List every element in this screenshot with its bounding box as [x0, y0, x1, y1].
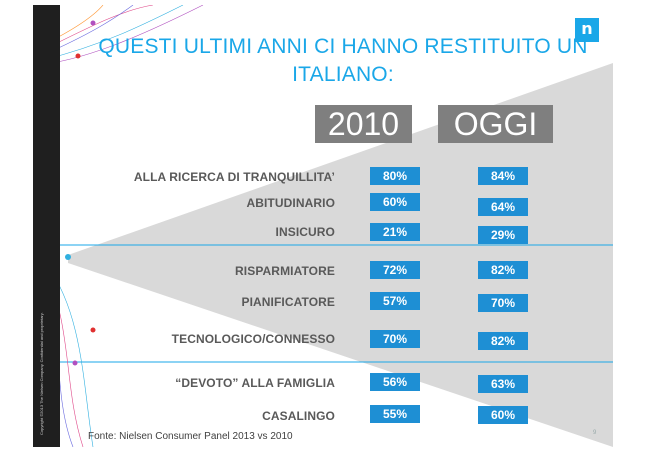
value-2010: 56% [370, 373, 420, 391]
gray-wedge [68, 63, 613, 447]
value-2010: 60% [370, 193, 420, 211]
row-label: “DEVOTO” ALLA FAMIGLIA [175, 376, 335, 390]
value-oggi: 64% [478, 198, 528, 216]
slide-title: QUESTI ULTIMI ANNI CI HANNO RESTITUITO U… [98, 35, 588, 86]
row-label: INSICURO [275, 225, 335, 239]
row-label: ALLA RICERCA DI TRANQUILLITA’ [133, 170, 335, 184]
value-oggi: 60% [478, 406, 528, 424]
copyright-note: Copyright ©2013 The Nielsen Company. Con… [39, 312, 44, 435]
column-header-2010: 2010 [315, 105, 412, 143]
page-number: 9 [593, 430, 597, 436]
value-oggi: 70% [478, 294, 528, 312]
value-2010: 72% [370, 261, 420, 279]
row-label: TECNOLOGICO/CONNESSO [171, 332, 335, 346]
value-2010: 55% [370, 405, 420, 423]
value-2010: 21% [370, 223, 420, 241]
slide: n QUESTI ULTIMI ANNI CI HANNO RESTITUITO… [33, 5, 613, 447]
row-label: ABITUDINARIO [246, 196, 335, 210]
value-2010: 80% [370, 167, 420, 185]
dot-purple-low [72, 360, 78, 366]
dot-blue-mid [65, 254, 71, 260]
row-label: RISPARMIATORE [235, 264, 335, 278]
value-oggi: 84% [478, 167, 528, 185]
value-2010: 57% [370, 292, 420, 310]
row-label: CASALINGO [262, 409, 335, 423]
dot-purple-top [90, 20, 96, 26]
value-2010: 70% [370, 330, 420, 348]
column-header-oggi: OGGI [438, 105, 553, 143]
left-dark-band [33, 5, 60, 447]
value-oggi: 82% [478, 332, 528, 350]
value-oggi: 63% [478, 375, 528, 393]
row-label: PIANIFICATORE [241, 295, 335, 309]
value-oggi: 82% [478, 261, 528, 279]
dot-red-mid [90, 327, 96, 333]
nielsen-logo-icon: n [575, 18, 599, 42]
value-oggi: 29% [478, 226, 528, 244]
dot-red-top [75, 53, 81, 59]
source-note: Fonte: Nielsen Consumer Panel 2013 vs 20… [88, 431, 293, 442]
